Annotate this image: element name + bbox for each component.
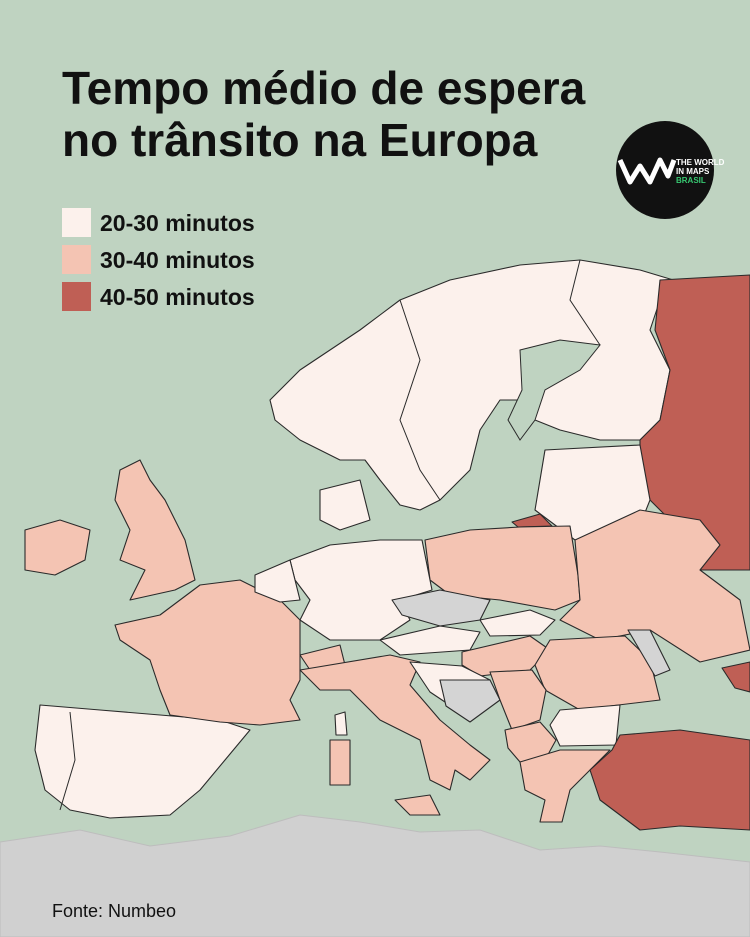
bulgaria: [549, 704, 621, 747]
turkey: [589, 729, 750, 831]
legend-swatch: [62, 208, 91, 237]
legend-label: 30-40 minutos: [100, 247, 255, 273]
iberia: [34, 704, 251, 819]
uk: [114, 459, 196, 601]
logo-text: IN MAPS: [676, 167, 710, 176]
countries: [24, 259, 750, 831]
austria: [379, 625, 481, 656]
georgia: [721, 661, 750, 693]
legend-label: 40-50 minutos: [100, 284, 255, 310]
legend-swatch: [62, 282, 91, 311]
moldova: [627, 629, 671, 677]
benelux: [254, 559, 301, 603]
ukraine: [559, 509, 750, 663]
france: [114, 579, 301, 726]
source: Fonte: Numbeo: [52, 901, 176, 921]
border: [569, 259, 601, 346]
italy: [299, 654, 491, 791]
sicily: [394, 794, 441, 816]
greece: [519, 749, 611, 823]
legend: 20-30 minutos 30-40 minutos 40-50 minutos: [62, 208, 255, 311]
ireland: [24, 519, 91, 576]
corsica: [334, 711, 348, 736]
africa: [0, 814, 750, 937]
gulf-of-bothnia: [507, 339, 601, 441]
denmark: [319, 479, 371, 531]
logo: THE WORLD IN MAPS BRASIL: [616, 121, 725, 219]
title-line: Tempo médio de espera: [62, 62, 586, 114]
legend-label: 20-30 minutos: [100, 210, 255, 236]
border: [59, 711, 76, 811]
slovakia: [479, 609, 556, 637]
logo-mark: [617, 157, 677, 185]
logo-text: THE WORLD: [676, 158, 725, 167]
sardinia: [329, 739, 351, 786]
legend-swatch: [62, 245, 91, 274]
border: [399, 299, 441, 501]
logo-text: BRASIL: [676, 176, 706, 185]
germany: [289, 539, 433, 641]
title-line: no trânsito na Europa: [62, 114, 538, 166]
serbia: [489, 669, 547, 731]
bosnia: [439, 679, 501, 723]
